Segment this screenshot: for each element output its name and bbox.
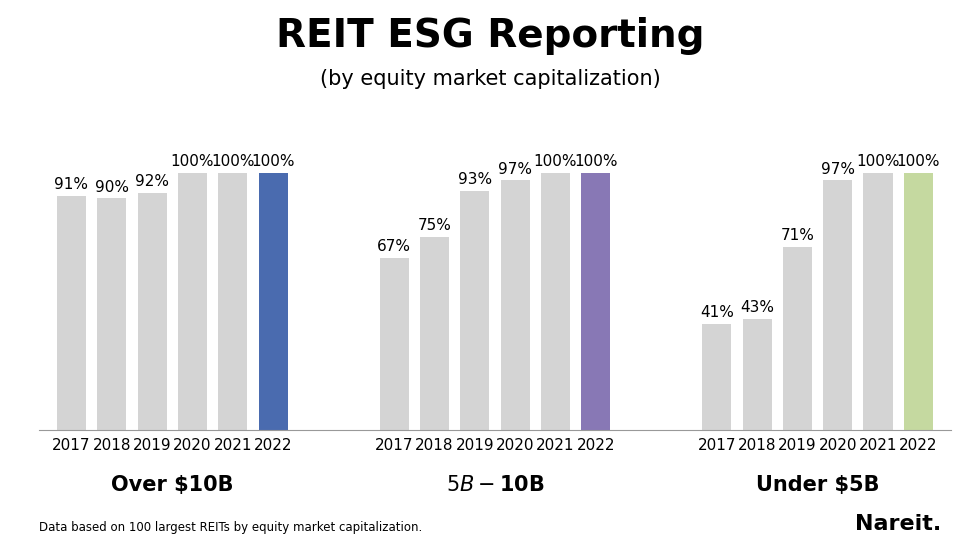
Bar (379, 257, 409, 430)
Bar (219, 172, 247, 430)
Text: Nareit.: Nareit. (855, 515, 941, 534)
Bar (137, 193, 167, 430)
Text: 43%: 43% (740, 300, 774, 315)
Bar (57, 196, 86, 430)
Text: 92%: 92% (135, 174, 170, 190)
Bar (743, 319, 771, 430)
Text: 41%: 41% (700, 305, 734, 321)
Text: $5B - $10B: $5B - $10B (446, 475, 544, 495)
Bar (541, 172, 570, 430)
Text: Over $10B: Over $10B (111, 475, 233, 495)
Text: 100%: 100% (211, 154, 255, 169)
Text: 100%: 100% (171, 154, 215, 169)
Text: Under $5B: Under $5B (756, 475, 879, 495)
Text: Data based on 100 largest REITs by equity market capitalization.: Data based on 100 largest REITs by equit… (39, 521, 422, 534)
Bar (501, 180, 529, 430)
Text: 97%: 97% (498, 161, 532, 176)
Text: 100%: 100% (897, 154, 940, 169)
Text: 93%: 93% (458, 172, 492, 187)
Text: 71%: 71% (780, 228, 814, 244)
Text: 100%: 100% (534, 154, 577, 169)
Bar (783, 247, 811, 430)
Bar (178, 172, 207, 430)
Text: 75%: 75% (417, 218, 452, 233)
Text: 91%: 91% (55, 177, 88, 192)
Bar (823, 180, 853, 430)
Bar (461, 191, 489, 430)
Text: 100%: 100% (857, 154, 900, 169)
Text: (by equity market capitalization): (by equity market capitalization) (319, 69, 661, 89)
Text: 97%: 97% (820, 161, 855, 176)
Text: 100%: 100% (574, 154, 617, 169)
Bar (259, 172, 287, 430)
Bar (581, 172, 611, 430)
Text: 67%: 67% (377, 239, 411, 253)
Text: 90%: 90% (95, 180, 128, 195)
Bar (904, 172, 933, 430)
Bar (863, 172, 893, 430)
Text: 100%: 100% (251, 154, 295, 169)
Bar (703, 325, 731, 430)
Bar (419, 237, 449, 430)
Text: REIT ESG Reporting: REIT ESG Reporting (275, 17, 705, 55)
Bar (97, 198, 126, 430)
